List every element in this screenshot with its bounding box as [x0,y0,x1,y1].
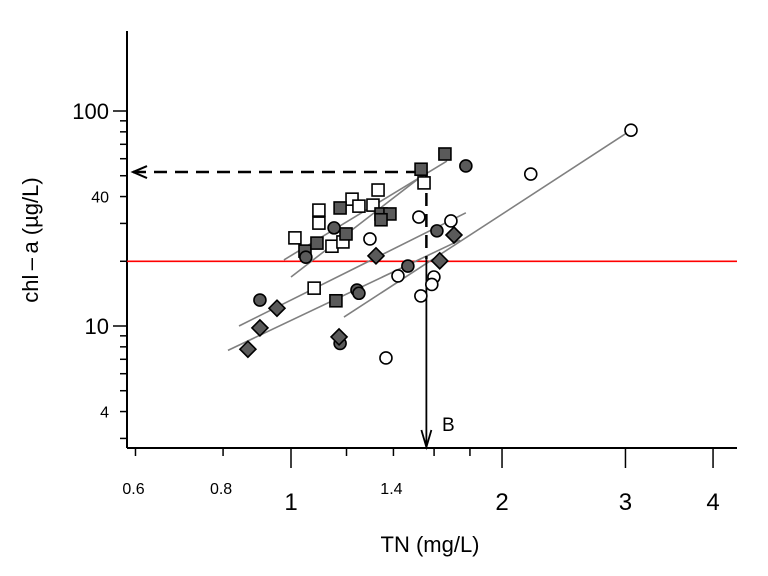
x-tick-label: 3 [619,489,632,516]
arrow-down-icon [420,429,433,451]
y-axis-label: chl – a (µg/L) [18,177,43,302]
point-filled-circle [253,293,267,307]
point-open-circle [624,123,638,138]
data-points [238,123,638,365]
point-filled-square [329,293,343,308]
y-tick-label: 40 [91,190,109,207]
point-open-square [312,216,326,230]
point-filled-square [414,162,428,177]
x-axis-label: TN (mg/L) [381,532,480,557]
point-filled-square [438,147,452,161]
fit-line-4 [227,239,461,352]
point-open-square [352,199,366,213]
x-tick-label: 2 [495,489,508,516]
point-open-square [417,176,431,190]
point-filled-circle [352,286,366,301]
point-filled-diamond [250,318,270,338]
axes: 10 100 4 40 1 2 3 4 0.6 0.8 1.4 [72,31,737,516]
arrow-left-icon [130,165,148,179]
annotation-layer [130,165,433,451]
point-open-square [288,231,302,245]
point-filled-square [333,201,347,215]
point-filled-square [339,227,353,241]
x-tick-label: 0.8 [210,481,232,498]
x-tick-label: 0.6 [122,481,144,498]
x-tick-label: 1.4 [380,481,402,498]
fit-line-2 [290,171,428,278]
point-filled-circle [299,250,313,264]
point-open-circle [414,289,428,303]
point-filled-diamond [444,225,464,245]
point-open-circle [363,232,377,246]
annotation-label-b: B [442,415,455,436]
point-filled-diamond [329,327,349,347]
point-open-circle [391,269,405,283]
fit-line-5 [343,129,632,318]
y-tick-label: 100 [72,99,109,124]
point-filled-circle [401,259,415,273]
point-filled-circle [327,221,341,235]
point-open-circle [412,210,426,224]
point-filled-circle [459,159,473,173]
point-filled-circle [430,224,444,238]
point-open-circle [444,214,458,228]
point-filled-diamond [366,246,386,265]
x-tick-label: 1 [284,489,297,516]
point-filled-diamond [267,299,287,318]
point-open-circle [424,277,439,292]
y-tick-label: 4 [100,405,109,422]
point-open-square [371,183,385,197]
point-open-square [307,281,321,295]
point-open-square [312,203,326,217]
point-filled-diamond [238,340,258,359]
x-tick-label: 4 [706,489,719,516]
point-filled-diamond [430,251,449,270]
point-open-circle [379,351,393,365]
point-filled-square [374,212,388,227]
y-tick-label: 10 [85,314,109,339]
point-open-circle [523,167,538,181]
point-filled-square [310,236,324,250]
